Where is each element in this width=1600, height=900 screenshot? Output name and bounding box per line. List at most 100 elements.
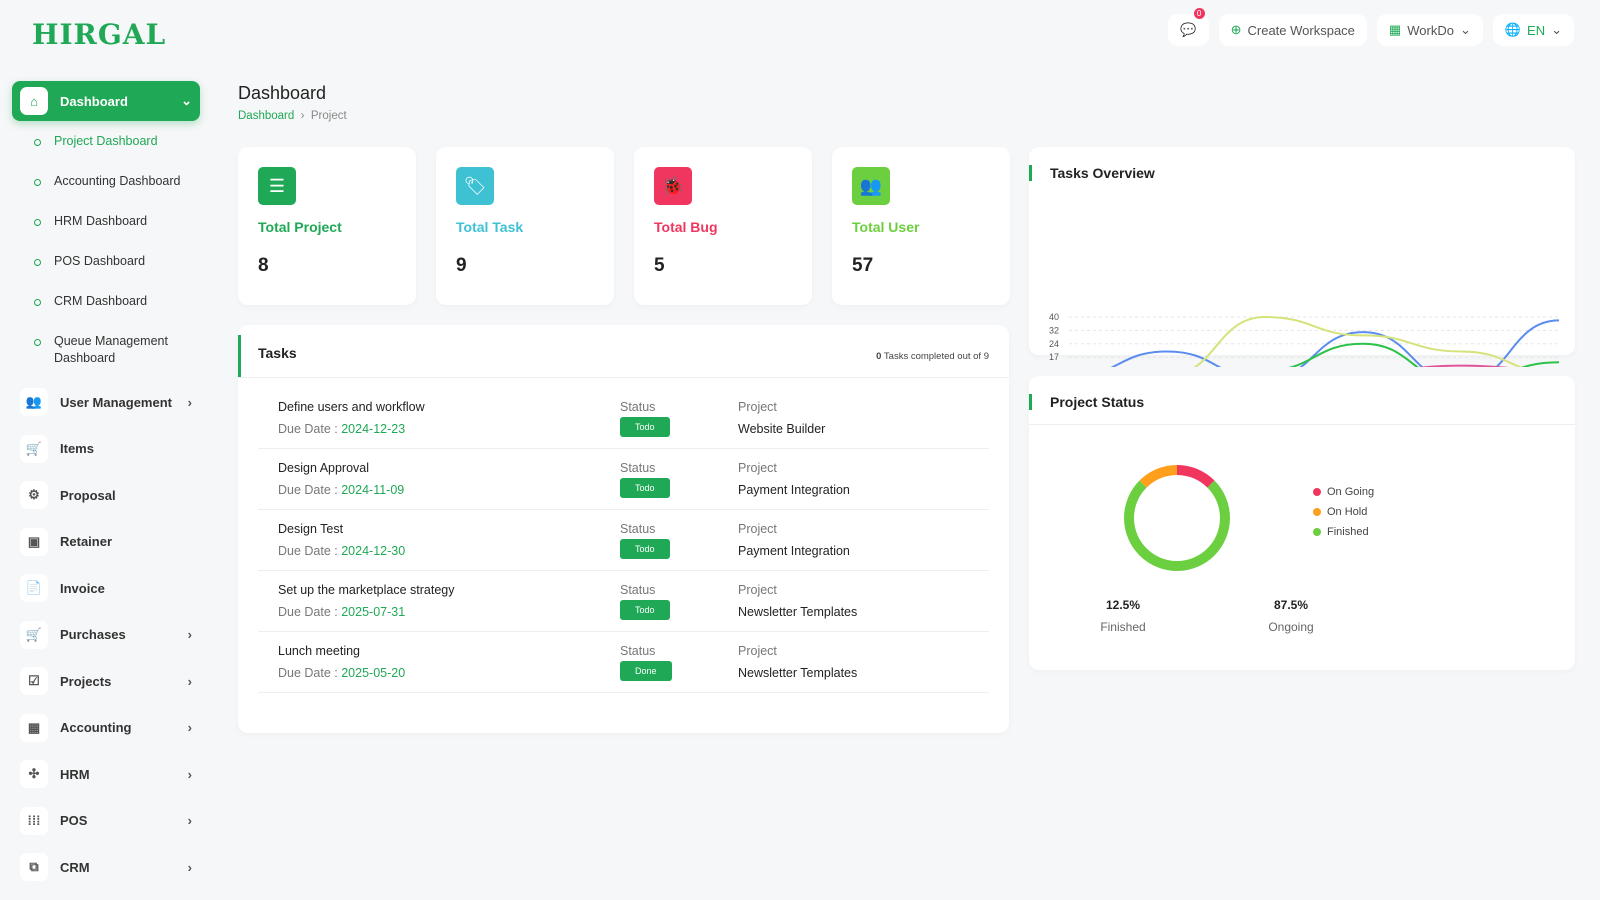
task-name: Design Approval [278,461,370,475]
retainer-icon: ▣ [20,527,48,556]
chevron-right-icon: › [187,720,192,736]
legend-item[interactable]: Finished [1313,526,1374,538]
sidebar-item-dashboard[interactable]: ⌂ Dashboard ⌄ [12,81,200,121]
sidebar-item[interactable]: ⧉ CRM › [12,844,200,891]
sidebar-subitem[interactable]: HRM Dashboard [12,201,200,241]
sidebar-subitem[interactable]: Project Dashboard [12,121,200,161]
stat-value: 8 [258,255,269,276]
task-name: Define users and workflow [278,400,425,414]
sidebar: ⌂ Dashboard ⌄ Project Dashboard Accounting … [12,81,200,891]
task-row[interactable]: Design Test Due Date : 2024-12-30 Status To… [258,510,989,571]
task-name: Set up the marketplace strategy [278,583,455,597]
stat-card: 🐞 Total Bug 5 [634,147,812,305]
finished-label: Finished [1100,620,1146,634]
dots-grid-icon: ⁞⁞⁞ [20,806,48,835]
due-label: Due Date : [278,483,342,497]
project-name: Payment Integration [738,544,850,558]
donut-slice-2 [1124,480,1230,571]
y-tick-label: 40 [1049,312,1059,322]
create-workspace-button[interactable]: ⊕ Create Workspace [1218,14,1367,46]
sidebar-item[interactable]: ⚙ Proposal [12,472,200,519]
invoice-icon: 📄 [20,574,48,603]
tasks-title: Tasks [238,335,314,377]
sidebar-item-label: Accounting [60,720,132,736]
tasks-card: Tasks 0 Tasks completed out of 9 Define … [238,325,1009,733]
cart-icon: 🛒 [20,434,48,463]
status-label: Status [620,461,656,475]
sidebar-item-label: Items [60,441,94,457]
tasks-overview-chart: 1917243240MonTueWedThuFriSat [1049,312,1560,367]
project-label: Project [738,400,777,414]
sidebar-item[interactable]: 📄 Invoice [12,565,200,612]
due-date: 2024-12-30 [341,544,406,558]
check-square-icon: ☑ [20,667,48,696]
legend-item[interactable]: On Going [1313,486,1374,498]
stat-card: ☰ Total Project 8 [238,147,416,305]
task-row[interactable]: Set up the marketplace strategy Due Date … [258,571,989,632]
legend-dot [1313,508,1321,516]
sidebar-subitem[interactable]: Accounting Dashboard [12,161,200,201]
logo: HIRGAL [32,18,167,51]
sidebar-subitem[interactable]: POS Dashboard [12,241,200,281]
sidebar-item[interactable]: 👥 User Management › [12,379,200,426]
sidebar-item[interactable]: ☑ Projects › [12,658,200,705]
chevron-right-icon: › [187,673,192,689]
language-dropdown[interactable]: 🌐 EN ⌄ [1492,14,1574,46]
series-line-3 [1418,364,1510,367]
status-badge: Todo [620,417,670,437]
y-tick-label: 24 [1049,339,1059,349]
tasks-overview-title: Tasks Overview [1029,165,1575,181]
tasks-summary: Tasks completed out of 9 [883,350,989,362]
stat-label: Total Project [258,219,342,235]
sidebar-item[interactable]: 🛒 Purchases › [12,612,200,659]
task-name: Design Test [278,522,344,536]
ongoing-percent: 87.5% [1273,598,1309,612]
task-row[interactable]: Define users and workflow Due Date : 2024… [258,388,989,449]
legend-item[interactable]: On Hold [1313,506,1374,518]
stat-value: 57 [852,255,874,276]
chevron-right-icon: › [187,627,192,643]
due-date: 2024-12-23 [341,422,406,436]
chat-icon: 💬 [1180,22,1197,37]
sidebar-item[interactable]: ⁞⁞⁞ POS › [12,798,200,845]
project-name: Newsletter Templates [738,666,858,680]
sidebar-item-label: Retainer [60,534,113,550]
status-label: Status [620,400,656,414]
cart-icon: 🛒 [20,620,48,649]
project-name: Payment Integration [738,483,850,497]
status-badge: Todo [620,478,670,498]
sidebar-item[interactable]: 🛒 Items [12,426,200,473]
sidebar-item[interactable]: ▦ Accounting › [12,705,200,752]
status-label: Status [620,522,656,536]
legend-label: Finished [1327,526,1369,538]
finished-percent: 12.5% [1105,598,1141,612]
project-status-title: Project Status [1029,394,1575,410]
task-row[interactable]: Lunch meeting Due Date : 2025-05-20 Status… [258,632,989,693]
project-name: Newsletter Templates [738,605,858,619]
status-label: Status [620,583,656,597]
stat-card: 👥 Total User 57 [832,147,1010,305]
messages-button[interactable]: 💬 0 [1168,8,1209,46]
due-label: Due Date : [278,666,342,680]
stat-label: Total User [852,219,920,235]
users-icon: 👥 [852,167,890,205]
workspace-label: WorkDo [1407,22,1454,38]
sidebar-subitem[interactable]: CRM Dashboard [12,281,200,321]
due-label: Due Date : [278,544,342,558]
sidebar-item[interactable]: ✣ HRM › [12,751,200,798]
sidebar-subitem[interactable]: Queue Management Dashboard [12,321,200,379]
globe-icon: 🌐 [1504,22,1522,37]
page-title: Dashboard [238,83,327,103]
sidebar-item[interactable]: ▣ Retainer [12,519,200,566]
chevron-down-icon: ⌄ [1459,22,1471,37]
y-tick-label: 17 [1049,352,1059,362]
task-name: Lunch meeting [278,644,361,658]
plus-circle-icon: ⊕ [1230,22,1242,37]
breadcrumb-dashboard[interactable]: Dashboard [238,110,295,122]
legend-label: On Going [1327,486,1375,498]
legend-dot [1313,528,1321,536]
project-status-donut [1124,465,1230,571]
task-row[interactable]: Design Approval Due Date : 2024-11-09 Stat… [258,449,989,510]
workspace-dropdown[interactable]: ▦ WorkDo ⌄ [1376,14,1483,46]
proposal-icon: ⚙ [20,481,48,510]
